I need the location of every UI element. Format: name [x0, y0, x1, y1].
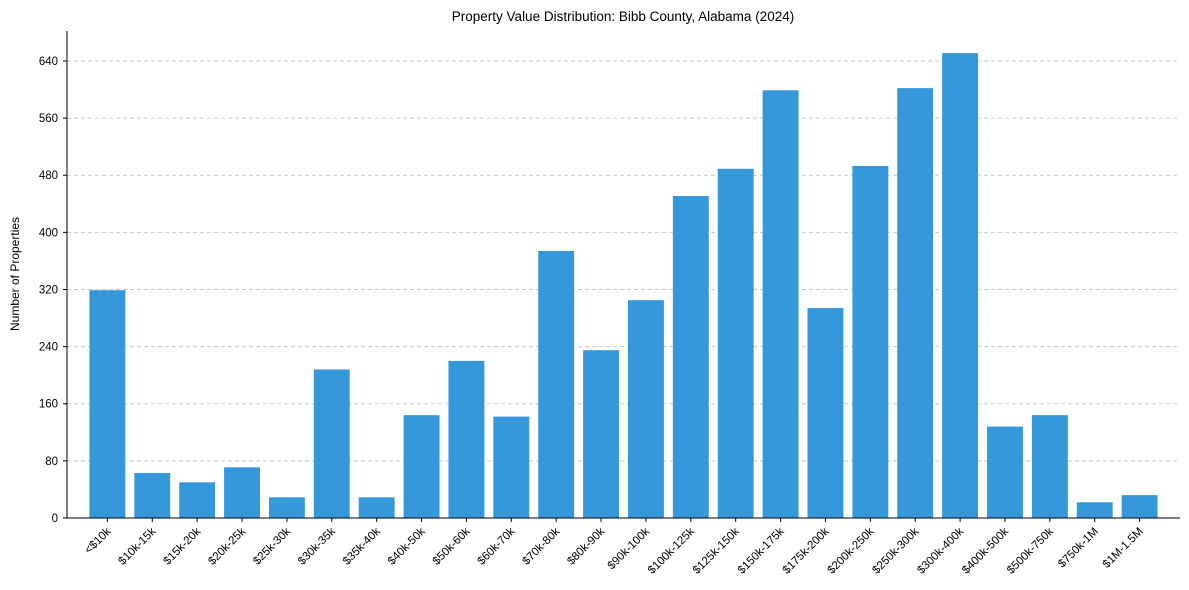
x-tick-label: $35k-40k	[341, 525, 383, 567]
y-tick-label: 320	[39, 284, 58, 296]
y-tick-label: 160	[39, 399, 58, 411]
bar-6	[358, 497, 395, 518]
x-tick-label: $300k-400k	[915, 525, 966, 576]
x-tick-label: $25k-30k	[251, 525, 293, 567]
x-tick-label: $200k-250k	[825, 525, 876, 576]
x-ticks: <$10k $10k-15k $15k-20k $20k-25k $25k-30k $30…	[83, 518, 1146, 577]
x-tick-label: $250k-300k	[870, 525, 921, 576]
x-tick-label: $70k-80k	[520, 525, 562, 567]
x-tick-label: <$10k	[83, 525, 114, 556]
y-tick-label: 480	[39, 170, 58, 182]
axes	[66, 31, 1180, 519]
bar-5	[313, 369, 350, 518]
bar-14	[717, 168, 754, 518]
y-tick-label: 640	[39, 56, 58, 68]
y-axis-label: Number of Properties	[8, 217, 22, 331]
x-tick-label: $60k-70k	[475, 525, 517, 567]
bar-22	[1076, 502, 1113, 518]
bar-1	[134, 473, 171, 518]
bar-11	[583, 350, 620, 518]
y-tick-label: 240	[39, 342, 58, 354]
x-tick-label: $150k-175k	[736, 525, 787, 576]
bar-13	[672, 195, 709, 519]
bar-16	[807, 308, 844, 518]
bar-10	[538, 250, 575, 518]
x-tick-label: $500k-750k	[1005, 525, 1056, 576]
y-tick-label: 560	[39, 113, 58, 125]
x-tick-label: $400k-500k	[960, 525, 1011, 576]
x-tick-label: $750k-1M	[1056, 526, 1101, 571]
x-tick-label: $175k-200k	[781, 525, 832, 576]
x-tick-label: $40k-50k	[386, 525, 428, 567]
y-tick-label: 400	[39, 227, 58, 239]
bar-7	[403, 415, 440, 518]
bar-21	[1031, 415, 1068, 518]
y-ticks: 0 80 160 240 320 400 480 560 640	[39, 56, 67, 525]
bar-19	[942, 53, 979, 519]
bar-0	[89, 290, 126, 518]
x-tick-label: $20k-25k	[206, 525, 248, 567]
y-tick-label: 0	[52, 513, 58, 525]
y-tick-label: 80	[45, 456, 58, 468]
bar-20	[987, 426, 1023, 518]
x-tick-label: $30k-35k	[296, 525, 338, 567]
gridlines	[67, 60, 1180, 462]
x-tick-label: $1M-1.5M	[1101, 526, 1146, 571]
bar-2	[179, 482, 216, 518]
bar-17	[852, 165, 889, 519]
x-tick-label: $15k-20k	[161, 525, 203, 567]
bar-9	[493, 416, 530, 518]
x-tick-label: $125k-150k	[691, 525, 742, 576]
x-tick-label: $10k-15k	[116, 525, 158, 567]
bar-12	[627, 300, 664, 518]
bar-3	[224, 467, 260, 518]
bar-8	[448, 360, 485, 518]
bar-4	[268, 497, 305, 518]
chart-title: Property Value Distribution: Bibb County…	[452, 9, 794, 24]
x-tick-label: $100k-125k	[646, 525, 697, 576]
x-tick-label: $80k-90k	[565, 525, 607, 567]
bar-15	[762, 90, 799, 519]
bar-18	[897, 88, 934, 518]
x-tick-label: $50k-60k	[431, 525, 473, 567]
bars	[89, 53, 1158, 519]
bar-23	[1121, 495, 1158, 518]
x-tick-label: $90k-100k	[606, 525, 653, 572]
